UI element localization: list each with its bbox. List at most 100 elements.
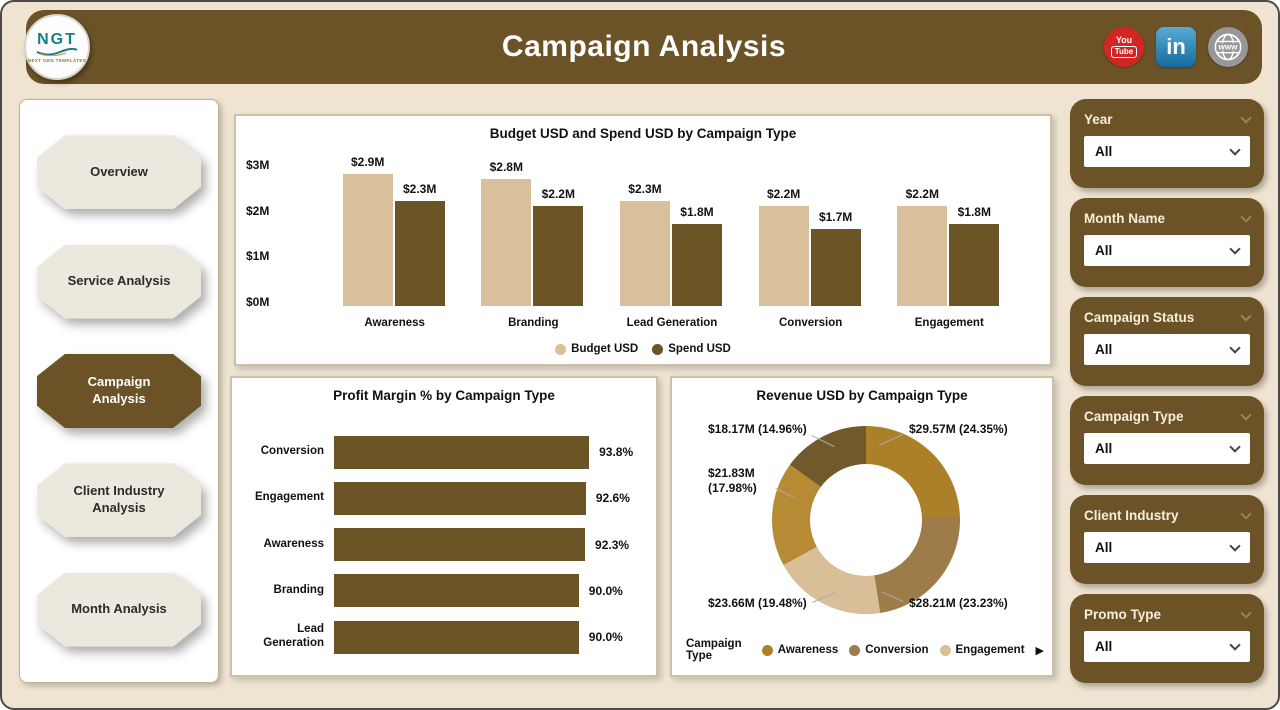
nav-sidebar: Overview Service Analysis Campaign Analysi… bbox=[19, 99, 219, 683]
filter-dropdown-campaign-status[interactable]: All bbox=[1084, 334, 1250, 365]
chevron-down-icon bbox=[1229, 441, 1241, 453]
legend-label: Conversion bbox=[865, 644, 929, 656]
bar-lead-generation-spend-usd[interactable] bbox=[671, 224, 722, 306]
hbar-track: 92.3% bbox=[334, 528, 646, 561]
filter-selected-value: All bbox=[1095, 243, 1113, 258]
filter-selected-value: All bbox=[1095, 540, 1113, 555]
bar-awareness-budget-usd[interactable] bbox=[342, 173, 393, 306]
filter-label: Month Name bbox=[1084, 211, 1165, 226]
revenue-donut-chart-panel: Revenue USD by Campaign Type $29.57M (24.… bbox=[670, 376, 1054, 677]
y-axis-tick: $1M bbox=[246, 249, 270, 264]
chevron-down-icon[interactable] bbox=[1240, 409, 1252, 421]
nav-item-client-industry-analysis[interactable]: Client Industry Analysis bbox=[37, 463, 201, 538]
legend-dot bbox=[849, 644, 861, 656]
chevron-down-icon[interactable] bbox=[1240, 310, 1252, 322]
filter-label: Campaign Type bbox=[1084, 409, 1184, 424]
nav-item-service-analysis[interactable]: Service Analysis bbox=[37, 244, 201, 319]
website-globe-icon[interactable]: www bbox=[1208, 27, 1248, 67]
page-title: Campaign Analysis bbox=[501, 30, 787, 63]
x-axis-label-conversion: Conversion bbox=[778, 317, 843, 329]
chevron-down-icon[interactable] bbox=[1240, 508, 1252, 520]
y-axis-tick: $0M bbox=[246, 295, 270, 309]
chevron-down-icon[interactable] bbox=[1240, 607, 1252, 619]
ngt-logo: NGT NEXT GEN TEMPLATES bbox=[24, 14, 90, 80]
legend-dot bbox=[555, 343, 567, 355]
bar-value-label: $1.8M bbox=[680, 205, 714, 220]
youtube-icon[interactable]: You Tube bbox=[1104, 27, 1144, 67]
chevron-down-icon[interactable] bbox=[1240, 112, 1252, 124]
legend-label: Budget USD bbox=[571, 343, 639, 355]
legend-scroll-right-icon[interactable]: ▶ bbox=[1035, 644, 1044, 657]
hbar-rows: Conversion 93.8% Engagement 92.6% Awareness 9… bbox=[246, 430, 646, 659]
bar-conversion-spend-usd[interactable] bbox=[810, 228, 861, 306]
bar-value-label: $2.2M bbox=[905, 186, 939, 201]
legend-label: Awareness bbox=[777, 644, 839, 656]
hbar-value-label: 92.6% bbox=[595, 491, 630, 506]
filter-dropdown-promo-type[interactable]: All bbox=[1084, 631, 1250, 662]
bar-lead-generation-budget-usd[interactable] bbox=[619, 201, 670, 306]
hbar-track: 90.0% bbox=[334, 620, 646, 654]
legend-item-engagement[interactable]: Engagement bbox=[939, 644, 1025, 656]
chevron-down-icon[interactable] bbox=[1240, 211, 1252, 223]
bar-group-branding: $2.8M $2.2M Branding bbox=[481, 158, 585, 329]
category-label: Conversion bbox=[260, 445, 324, 458]
bar-plot-area: $2.9M $2.3M Awareness $2.8M $2.2M Branding $2.… bbox=[308, 155, 1036, 329]
nav-item-campaign-analysis[interactable]: Campaign Analysis bbox=[37, 353, 201, 428]
bar-group-awareness: $2.9M $2.3M Awareness bbox=[342, 155, 447, 329]
filter-sidebar: Year All Month Name All Campaign Status All Ca… bbox=[1070, 99, 1264, 683]
donut-label-branding: $18.17M (14.96%) bbox=[708, 422, 807, 436]
logo-subtext: NEXT GEN TEMPLATES bbox=[27, 57, 87, 63]
x-axis-label-engagement: Engagement bbox=[914, 317, 984, 329]
svg-text:www: www bbox=[1218, 42, 1239, 51]
nav-item-month-analysis[interactable]: Month Analysis bbox=[37, 572, 201, 647]
donut-legend: Campaign Type Awareness Conversion Engageme… bbox=[686, 638, 1044, 662]
filter-dropdown-campaign-type[interactable]: All bbox=[1084, 433, 1250, 464]
bar-value-label: $2.3M bbox=[628, 182, 662, 197]
filter-header: Promo Type bbox=[1084, 607, 1252, 622]
header: NGT NEXT GEN TEMPLATES Campaign Analysis… bbox=[24, 10, 1262, 84]
filter-promo-type: Promo Type All bbox=[1070, 594, 1264, 683]
nav-button-wrap: Month Analysis bbox=[37, 572, 201, 647]
hbar-lead-generation[interactable] bbox=[334, 620, 579, 654]
filter-dropdown-year[interactable]: All bbox=[1084, 136, 1250, 167]
profit-margin-chart-panel: Profit Margin % by Campaign Type Conversi… bbox=[230, 376, 658, 677]
hbar-track: 90.0% bbox=[334, 574, 646, 608]
filter-selected-value: All bbox=[1095, 639, 1113, 654]
hbar-row-lead-generation: Lead Generation 90.0% bbox=[246, 615, 646, 659]
legend-item-budget-usd[interactable]: Budget USD bbox=[555, 343, 638, 355]
hbar-row-branding: Branding 90.0% bbox=[246, 569, 646, 613]
logo-swoosh-icon bbox=[36, 47, 78, 56]
legend-item-spend-usd[interactable]: Spend USD bbox=[652, 343, 731, 355]
bar-value-label: $1.7M bbox=[818, 209, 853, 224]
bar-awareness-spend-usd[interactable] bbox=[394, 201, 445, 306]
bar-group-conversion: $2.2M $1.7M Conversion bbox=[758, 158, 863, 329]
hbar-track: 93.8% bbox=[334, 435, 646, 469]
filter-client-industry: Client Industry All bbox=[1070, 495, 1264, 584]
bar-engagement-spend-usd[interactable] bbox=[949, 224, 1000, 306]
legend-item-awareness[interactable]: Awareness bbox=[761, 644, 839, 656]
filter-dropdown-month-name[interactable]: All bbox=[1084, 235, 1250, 266]
hbar-engagement[interactable] bbox=[334, 481, 586, 515]
budget-spend-chart-panel: Budget USD and Spend USD by Campaign Typ… bbox=[234, 114, 1052, 366]
hbar-awareness[interactable] bbox=[334, 528, 586, 561]
legend-item-conversion[interactable]: Conversion bbox=[849, 644, 929, 656]
legend-title: Campaign Type bbox=[686, 638, 742, 662]
legend-label: Engagement bbox=[955, 644, 1025, 656]
chevron-down-icon bbox=[1229, 243, 1241, 255]
filter-dropdown-client-industry[interactable]: All bbox=[1084, 532, 1250, 563]
hbar-branding[interactable] bbox=[334, 574, 579, 608]
bar-conversion-budget-usd[interactable] bbox=[758, 205, 809, 306]
bar-branding-spend-usd[interactable] bbox=[533, 205, 584, 306]
bar-engagement-budget-usd[interactable] bbox=[897, 205, 948, 306]
nav-item-overview[interactable]: Overview bbox=[37, 135, 201, 210]
filter-label: Campaign Status bbox=[1084, 310, 1195, 325]
linkedin-icon[interactable]: in bbox=[1156, 27, 1196, 67]
bar-value-label: $2.8M bbox=[489, 159, 523, 174]
nav-button-wrap: Service Analysis bbox=[37, 244, 201, 319]
legend-label: Spend USD bbox=[668, 343, 731, 355]
donut-revenue-by-campaign-type[interactable] bbox=[772, 426, 960, 614]
filter-header: Campaign Type bbox=[1084, 409, 1252, 424]
bar-branding-budget-usd[interactable] bbox=[481, 178, 532, 306]
hbar-conversion[interactable] bbox=[334, 435, 590, 469]
y-axis-tick: $2M bbox=[246, 203, 270, 218]
